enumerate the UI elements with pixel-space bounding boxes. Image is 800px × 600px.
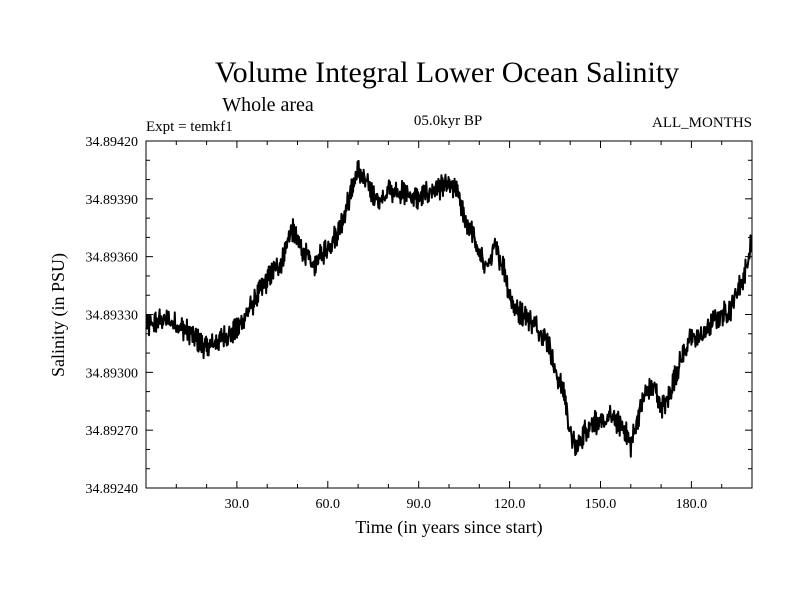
- y-tick-label: 34.89390: [86, 193, 139, 208]
- plot-frame: [145, 140, 753, 489]
- chart-subtitle: Whole area: [222, 94, 314, 116]
- months-label: ALL_MONTHS: [652, 115, 752, 131]
- x-tick-label: 150.0: [585, 497, 617, 512]
- x-axis-label: Time (in years since start): [355, 517, 542, 538]
- series-line-salinity: [145, 159, 753, 458]
- x-tick-label: 120.0: [494, 497, 526, 512]
- experiment-label: Expt = temkf1: [146, 119, 233, 135]
- x-tick-label: 180.0: [676, 497, 708, 512]
- y-tick-label: 34.89240: [86, 482, 139, 497]
- x-tick-label: 30.0: [225, 497, 250, 512]
- y-tick-label: 34.89420: [86, 135, 139, 150]
- y-axis-label: Salinity (in PSU): [48, 253, 69, 377]
- plot-area: 30.0 60.0 90.0 120.0 150.0 180.0 34.89240 34.89…: [86, 135, 753, 512]
- y-tick-label: 34.89270: [86, 424, 139, 439]
- x-tick-label: 60.0: [316, 497, 341, 512]
- y-tick-label: 34.89330: [86, 309, 139, 324]
- period-label: 05.0kyr BP: [414, 113, 482, 129]
- chart-title: Volume Integral Lower Ocean Salinity: [215, 56, 679, 89]
- y-tick-label: 34.89300: [86, 366, 139, 381]
- x-tick-label: 90.0: [406, 497, 431, 512]
- y-tick-label: 34.89360: [86, 251, 139, 266]
